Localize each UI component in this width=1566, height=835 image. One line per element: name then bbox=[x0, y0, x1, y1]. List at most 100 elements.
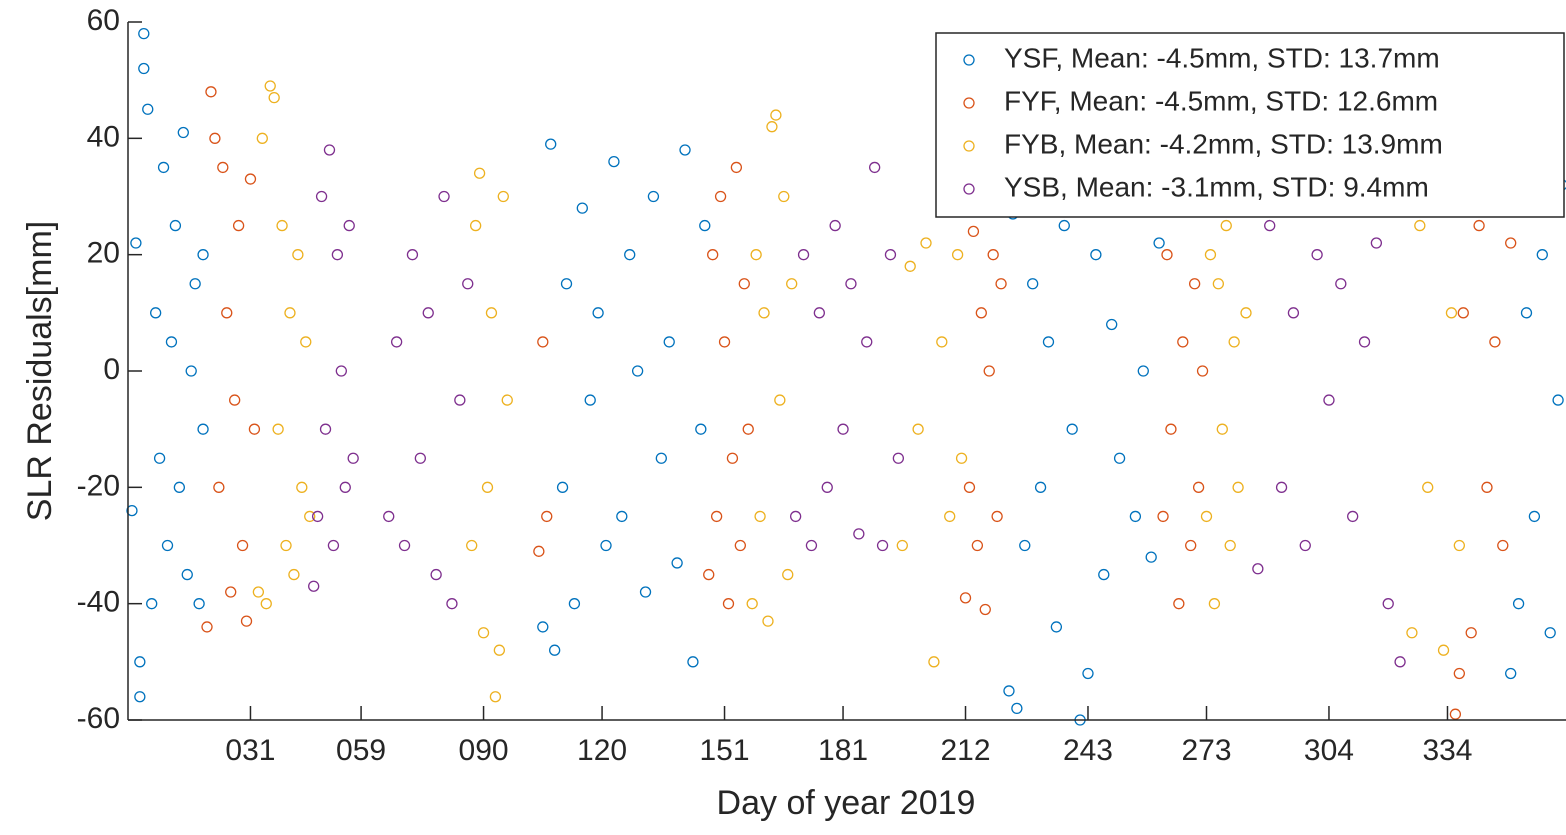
point bbox=[1157, 510, 1169, 523]
point bbox=[264, 80, 276, 92]
point bbox=[904, 260, 916, 272]
point bbox=[422, 307, 434, 319]
point bbox=[655, 452, 667, 464]
point bbox=[193, 598, 205, 610]
point bbox=[710, 510, 723, 523]
point bbox=[861, 336, 873, 348]
point bbox=[837, 423, 849, 435]
point bbox=[600, 539, 612, 552]
point bbox=[1129, 510, 1142, 523]
point bbox=[718, 336, 731, 348]
point bbox=[153, 452, 166, 464]
point bbox=[134, 691, 146, 703]
point bbox=[462, 278, 474, 290]
point bbox=[438, 190, 450, 203]
point bbox=[319, 423, 332, 435]
point bbox=[797, 249, 810, 261]
point bbox=[1323, 394, 1335, 406]
point bbox=[268, 91, 280, 104]
point bbox=[414, 452, 426, 464]
point bbox=[1505, 237, 1517, 249]
point bbox=[205, 86, 217, 98]
point bbox=[315, 190, 328, 203]
point bbox=[1208, 598, 1221, 610]
point bbox=[1113, 452, 1126, 464]
point bbox=[1185, 539, 1197, 552]
point bbox=[845, 278, 857, 290]
y-tick-label: -40 bbox=[77, 586, 120, 619]
y-tick-label: -60 bbox=[77, 702, 120, 735]
point bbox=[639, 586, 652, 598]
point bbox=[126, 504, 138, 517]
point bbox=[1058, 219, 1070, 232]
point bbox=[1453, 667, 1465, 680]
point bbox=[987, 249, 999, 261]
legend-label: YSF, Mean: -4.5mm, STD: 13.7mm bbox=[1004, 42, 1440, 73]
point bbox=[584, 394, 596, 406]
point bbox=[631, 365, 644, 377]
point bbox=[240, 615, 253, 627]
point bbox=[430, 568, 442, 581]
point bbox=[608, 155, 620, 168]
x-tick-label: 031 bbox=[225, 734, 275, 767]
point bbox=[1212, 278, 1225, 290]
point bbox=[146, 598, 158, 610]
point bbox=[1449, 708, 1462, 720]
point bbox=[703, 568, 715, 581]
x-tick-label: 304 bbox=[1304, 734, 1354, 767]
point bbox=[236, 539, 249, 552]
point bbox=[150, 307, 162, 319]
point bbox=[138, 27, 150, 40]
point bbox=[197, 423, 209, 435]
point bbox=[770, 109, 782, 121]
point bbox=[963, 481, 976, 493]
point bbox=[1275, 481, 1288, 493]
point bbox=[347, 452, 359, 464]
point bbox=[853, 528, 865, 540]
point bbox=[537, 336, 549, 348]
point bbox=[1536, 249, 1548, 261]
point bbox=[1252, 563, 1264, 575]
point bbox=[497, 190, 509, 203]
point bbox=[1082, 667, 1094, 680]
point bbox=[1481, 481, 1493, 493]
point bbox=[130, 237, 142, 249]
point bbox=[991, 510, 1003, 523]
point bbox=[671, 557, 683, 569]
point bbox=[876, 539, 889, 552]
point bbox=[754, 510, 766, 523]
point bbox=[1228, 336, 1240, 348]
x-axis-label: Day of year 2019 bbox=[717, 784, 976, 822]
point bbox=[296, 481, 308, 493]
point bbox=[774, 394, 786, 406]
point bbox=[647, 190, 660, 203]
point bbox=[896, 539, 908, 552]
point bbox=[276, 219, 288, 232]
point bbox=[1473, 219, 1485, 232]
y-tick-label: 20 bbox=[87, 237, 120, 270]
point bbox=[292, 249, 304, 261]
point bbox=[1287, 307, 1300, 319]
point bbox=[1311, 249, 1323, 261]
point bbox=[284, 307, 296, 319]
point bbox=[213, 481, 225, 493]
point bbox=[232, 219, 245, 232]
point bbox=[1414, 219, 1426, 232]
point bbox=[173, 481, 186, 493]
x-tick-label: 181 bbox=[818, 734, 868, 767]
point bbox=[928, 656, 940, 668]
point bbox=[616, 510, 628, 523]
point bbox=[1161, 249, 1173, 261]
legend-marker bbox=[963, 140, 975, 152]
point bbox=[489, 691, 502, 703]
point bbox=[1145, 551, 1157, 563]
point bbox=[975, 307, 987, 319]
point bbox=[252, 586, 265, 598]
point bbox=[983, 365, 995, 377]
point bbox=[549, 644, 561, 656]
point bbox=[323, 144, 336, 156]
point bbox=[556, 481, 569, 493]
point bbox=[995, 278, 1007, 290]
point bbox=[1027, 278, 1039, 290]
point bbox=[959, 592, 972, 604]
